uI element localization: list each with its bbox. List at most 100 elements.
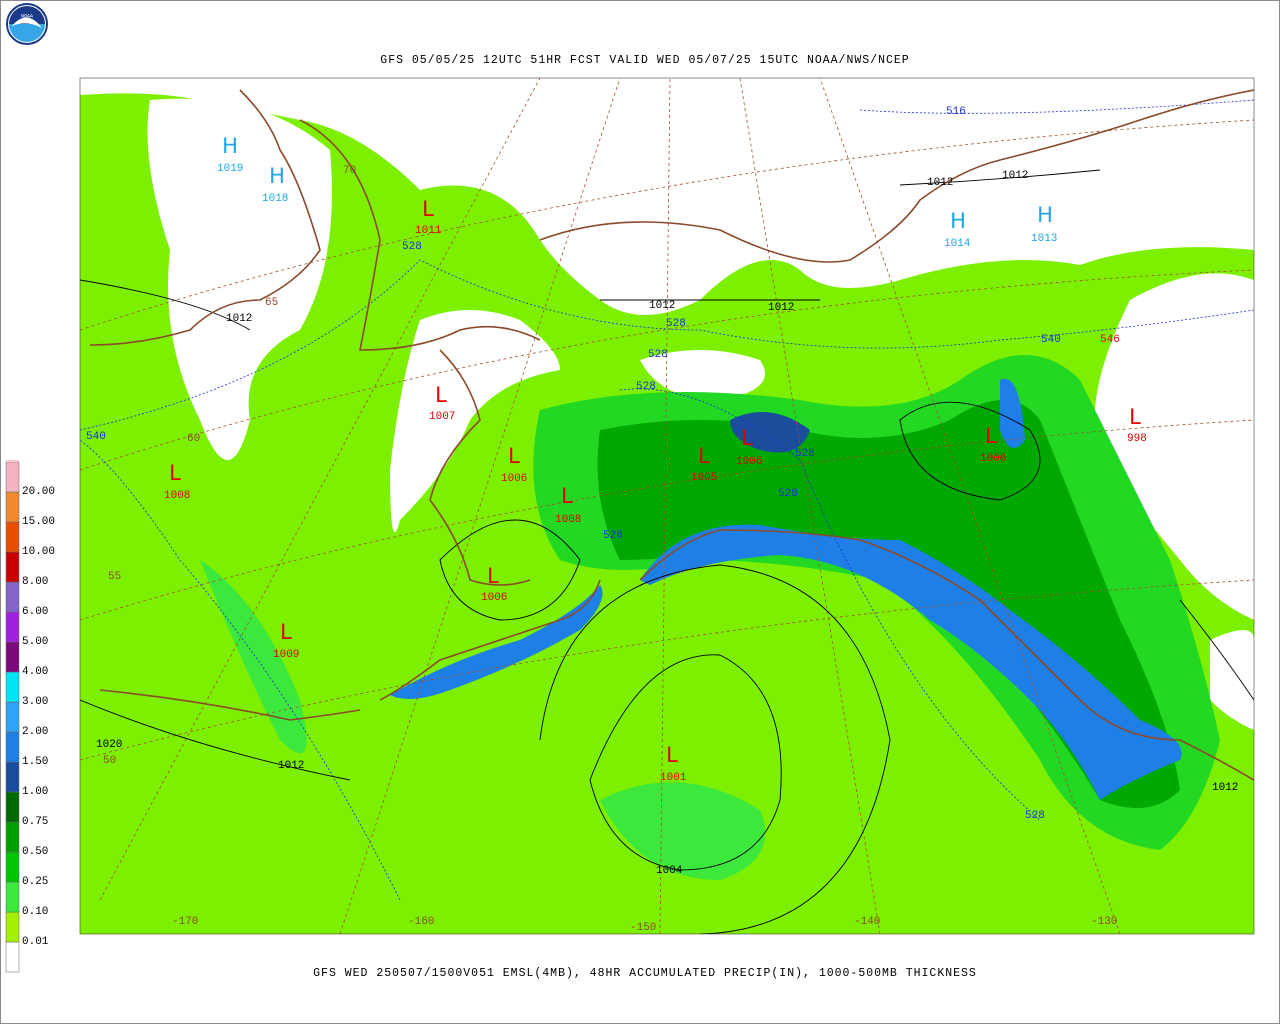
legend-swatch bbox=[5, 791, 20, 823]
legend-swatch bbox=[5, 911, 20, 943]
precip-very-heavy bbox=[730, 412, 810, 453]
precip-heavy bbox=[597, 400, 1180, 808]
isobar-label: 1012 bbox=[226, 313, 252, 325]
precip-light bbox=[600, 782, 765, 880]
pressure-center-value: 1008 bbox=[164, 490, 190, 502]
pressure-center-value: 1000 bbox=[980, 453, 1006, 465]
pressure-center-symbol: H bbox=[269, 164, 285, 188]
pressure-center-value: 1006 bbox=[736, 456, 762, 468]
pressure-center-symbol: L bbox=[280, 620, 292, 644]
pressure-center-symbol: H bbox=[1037, 203, 1053, 227]
precip-light bbox=[200, 560, 307, 754]
graticule-label: -170 bbox=[172, 916, 198, 928]
logo-gull bbox=[12, 17, 42, 28]
legend-swatch bbox=[5, 731, 20, 763]
map-area: H 1019 H 1018 L 1011 L 1007 L 1008 L 1006 L 1008 L 1006… bbox=[79, 77, 1255, 935]
legend-label: 15.00 bbox=[22, 516, 55, 528]
longitude-lines bbox=[99, 78, 1121, 934]
legend-label: 1.50 bbox=[22, 756, 48, 768]
map-border bbox=[79, 77, 1255, 935]
noaa-logo: NOAA bbox=[6, 3, 48, 45]
precip-very-heavy bbox=[390, 585, 603, 699]
map-title: GFS 05/05/25 12UTC 51HR FCST VALID WED 0… bbox=[380, 54, 909, 67]
dry-area bbox=[1094, 273, 1254, 620]
pressure-center-symbol: L bbox=[508, 444, 520, 468]
pressure-center-value: 1019 bbox=[217, 163, 243, 175]
logo-sky bbox=[9, 6, 45, 24]
graticule-label: 50 bbox=[103, 755, 116, 767]
pressure-center-value: 1006 bbox=[501, 473, 527, 485]
legend-label: 0.10 bbox=[22, 906, 48, 918]
legend-swatch bbox=[5, 881, 20, 913]
pressure-center-symbol: L bbox=[698, 444, 710, 468]
graticule-label: -160 bbox=[408, 916, 434, 928]
pressure-center-value: 1018 bbox=[262, 193, 288, 205]
graticule-label: -130 bbox=[1091, 916, 1117, 928]
pressure-center-value: 1008 bbox=[555, 514, 581, 526]
thickness-label: 528 bbox=[778, 488, 798, 500]
pressure-center-value: 1007 bbox=[429, 411, 455, 423]
pressure-center-symbol: L bbox=[487, 564, 499, 588]
legend-label: 5.00 bbox=[22, 636, 48, 648]
graticule-label: 55 bbox=[108, 571, 121, 583]
logo-sea bbox=[9, 24, 45, 42]
legend-swatch bbox=[5, 821, 20, 853]
thickness-label: 516 bbox=[946, 106, 966, 118]
legend-label: 2.00 bbox=[22, 726, 48, 738]
graticule-label: 70 bbox=[343, 165, 356, 177]
pressure-center-value: 1001 bbox=[660, 772, 687, 784]
isobar-label: 1020 bbox=[96, 739, 122, 751]
isobar-label: 1012 bbox=[1002, 170, 1028, 182]
isobar-label: 1012 bbox=[768, 302, 794, 314]
legend-label: 0.75 bbox=[22, 816, 48, 828]
legend-zero-box bbox=[5, 941, 20, 973]
pressure-center-value: 1013 bbox=[1031, 233, 1057, 245]
legend-label: 1.00 bbox=[22, 786, 48, 798]
thickness-label: 546 bbox=[1100, 334, 1120, 346]
legend-label: 0.25 bbox=[22, 876, 48, 888]
thickness-label: 528 bbox=[636, 381, 656, 393]
legend-swatch bbox=[5, 641, 20, 673]
pressure-center-value: 1014 bbox=[944, 238, 971, 250]
pressure-center-value: 1011 bbox=[415, 225, 442, 237]
pressure-center-symbol: L bbox=[985, 424, 997, 448]
coastlines bbox=[89, 89, 1254, 781]
precip-very-heavy bbox=[1000, 378, 1025, 448]
pressure-center-value: 1005 bbox=[691, 472, 717, 484]
isobar-label: 1012 bbox=[927, 177, 953, 189]
pressure-center-symbol: L bbox=[435, 383, 447, 407]
legend-label: 8.00 bbox=[22, 576, 48, 588]
legend-label: 20.00 bbox=[22, 486, 55, 498]
logo-text: NOAA bbox=[21, 13, 33, 19]
legend-label: 10.00 bbox=[22, 546, 55, 558]
thickness-label: 540 bbox=[86, 431, 106, 443]
legend-swatch bbox=[5, 461, 20, 493]
dry-area bbox=[640, 350, 765, 400]
pressure-center-value: 1006 bbox=[481, 592, 507, 604]
pressure-center-symbol: L bbox=[561, 484, 573, 508]
pressure-center-symbol: H bbox=[950, 209, 966, 233]
isobar-label: 1012 bbox=[278, 760, 304, 772]
legend-swatch bbox=[5, 521, 20, 553]
pressure-center-value: 998 bbox=[1127, 433, 1147, 445]
thickness-label: 528 bbox=[402, 241, 422, 253]
precip-legend: 0.01 0.10 0.25 0.50 0.75 1.00 1.50 2.00 3.00 4.00… bbox=[5, 460, 55, 973]
isobar-label: 1012 bbox=[649, 300, 675, 312]
legend-label: 4.00 bbox=[22, 666, 48, 678]
pressure-center-symbol: L bbox=[169, 461, 181, 485]
legend-label: 3.00 bbox=[22, 696, 48, 708]
legend-swatch bbox=[5, 611, 20, 643]
graticule-label: -140 bbox=[854, 916, 880, 928]
thickness-label: 528 bbox=[666, 318, 686, 330]
legend-swatch bbox=[5, 701, 20, 733]
legend-swatch bbox=[5, 851, 20, 883]
pressure-center-symbol: L bbox=[1129, 405, 1141, 429]
thickness-label: 528 bbox=[795, 448, 815, 460]
pressure-center-value: 1009 bbox=[273, 649, 299, 661]
thickness-label: 528 bbox=[603, 530, 623, 542]
legend-swatch bbox=[5, 761, 20, 793]
isobar-label: 1004 bbox=[656, 865, 683, 877]
pressure-center-symbol: L bbox=[422, 197, 434, 221]
thickness-label: 540 bbox=[1041, 334, 1061, 346]
legend-swatch bbox=[5, 491, 20, 523]
